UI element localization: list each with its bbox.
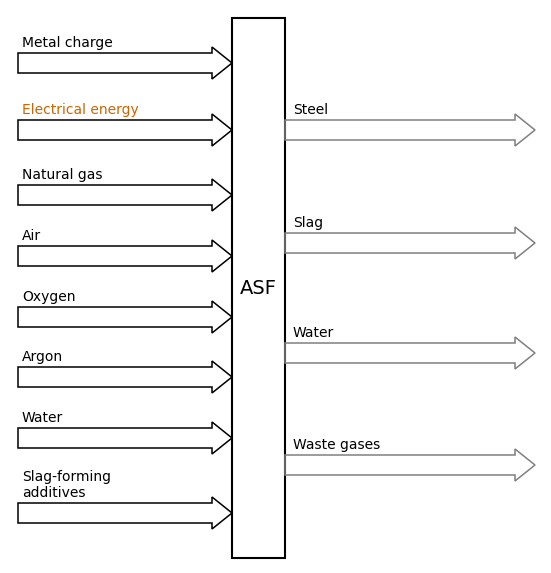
Text: Oxygen: Oxygen — [22, 290, 75, 304]
Text: Electrical energy: Electrical energy — [22, 103, 139, 117]
Text: Slag-forming
additives: Slag-forming additives — [22, 470, 111, 500]
Text: Water: Water — [293, 326, 334, 340]
Text: Natural gas: Natural gas — [22, 168, 102, 182]
Text: Steel: Steel — [293, 103, 328, 117]
Text: Waste gases: Waste gases — [293, 438, 380, 452]
Text: Air: Air — [22, 229, 41, 243]
Bar — [232, 18, 285, 558]
Text: Metal charge: Metal charge — [22, 36, 113, 50]
Text: Slag: Slag — [293, 216, 323, 230]
Text: ASF: ASF — [240, 278, 277, 297]
Text: Water: Water — [22, 411, 63, 425]
Text: Argon: Argon — [22, 350, 63, 364]
